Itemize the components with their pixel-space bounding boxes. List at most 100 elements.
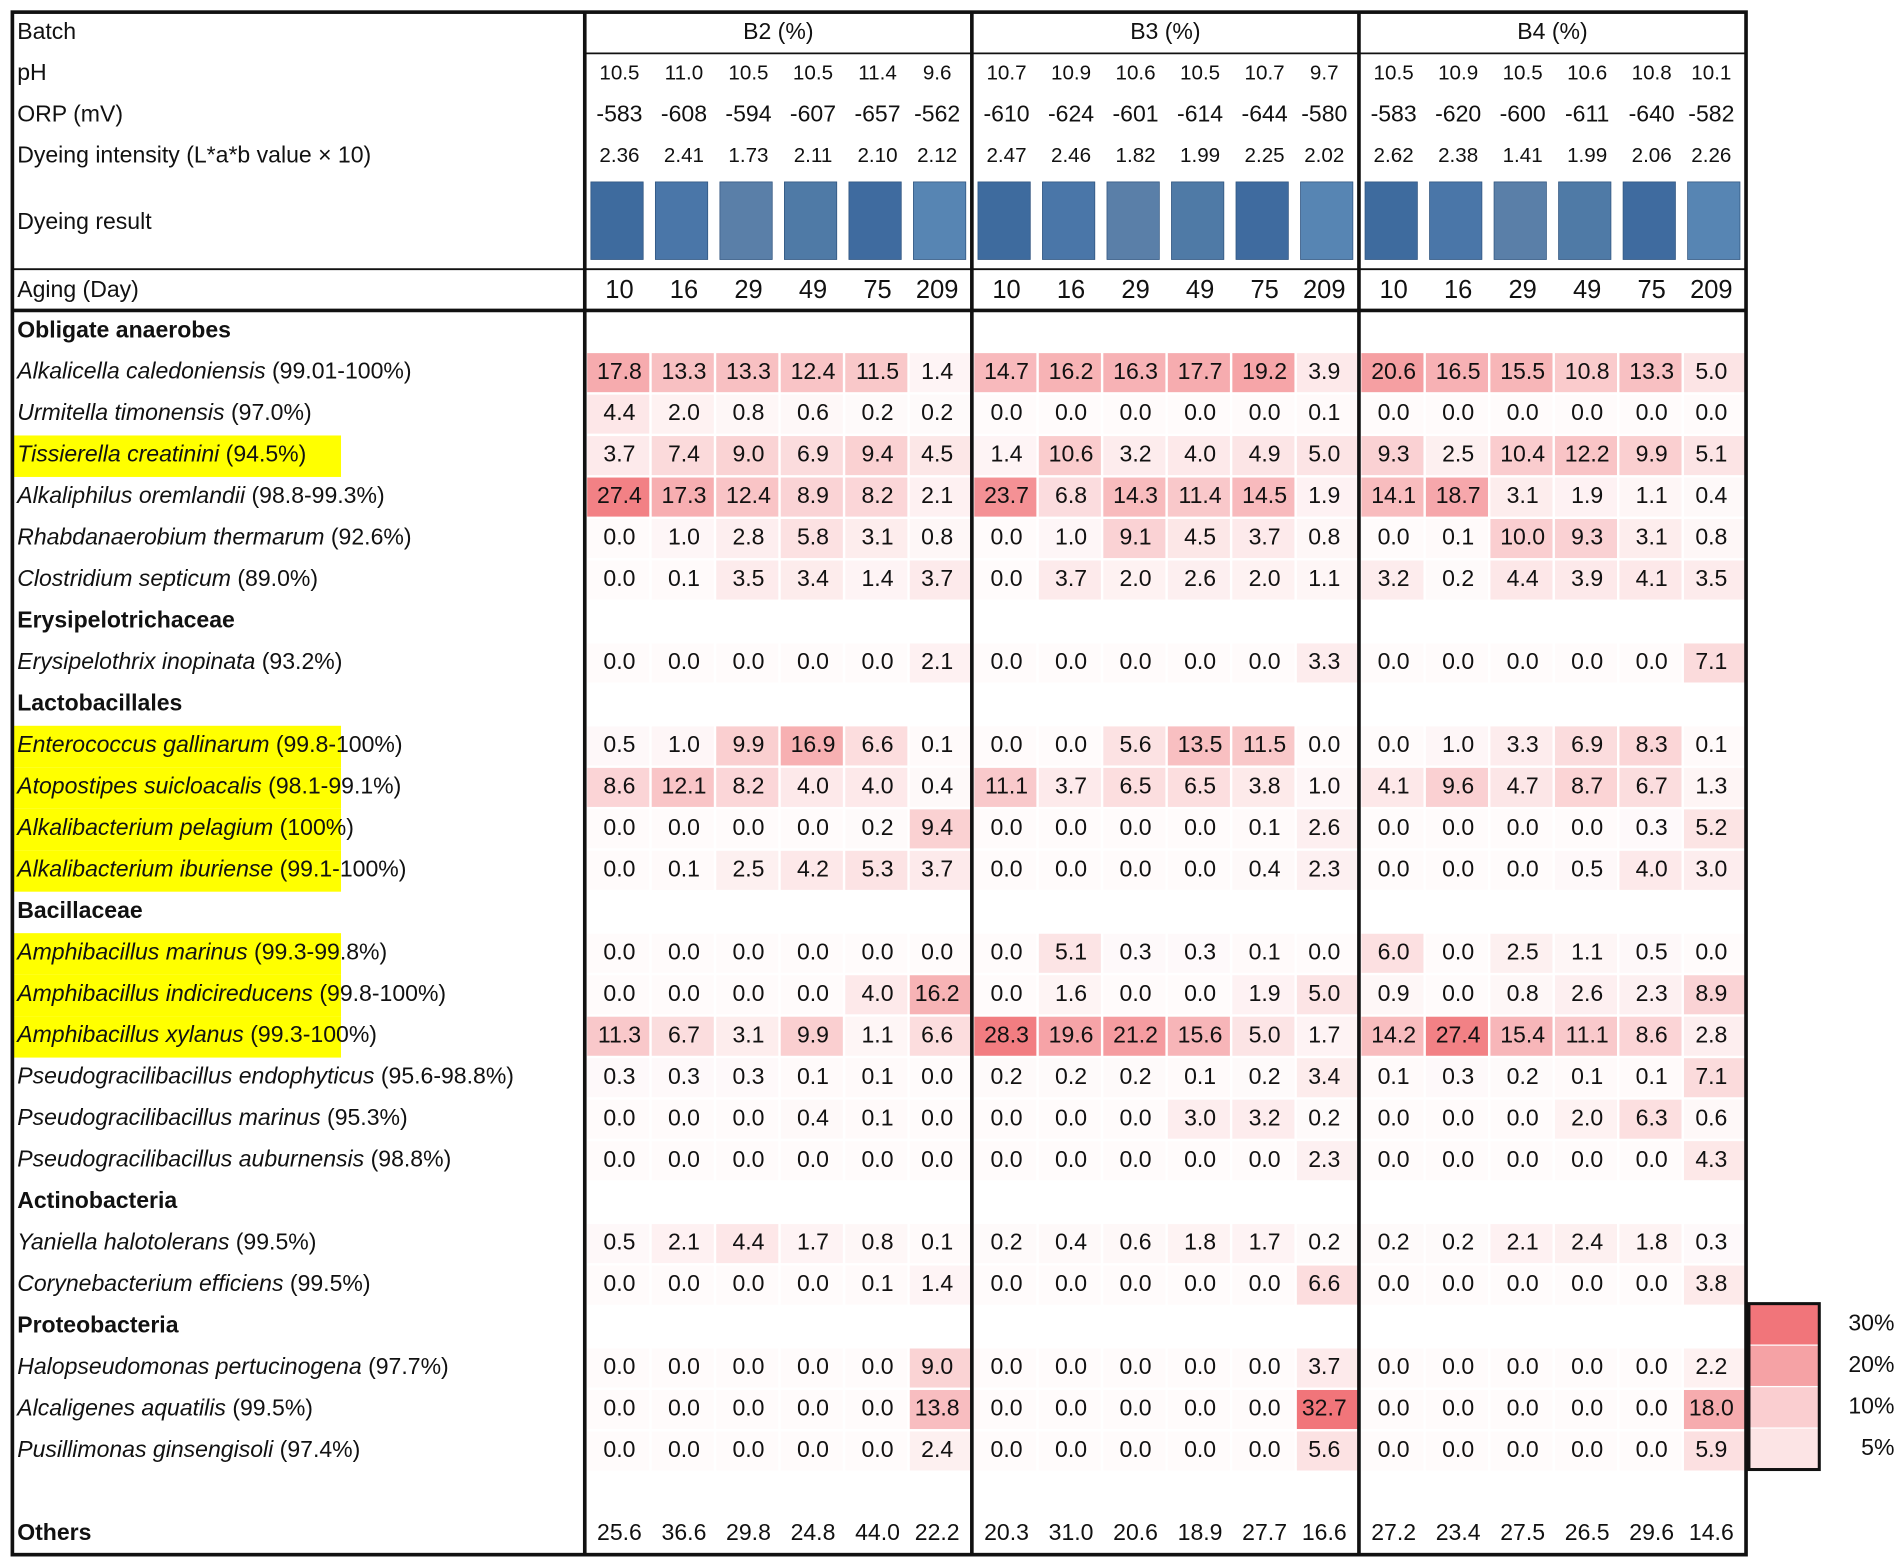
cell-value: 0.0 [732, 1104, 764, 1130]
heat-cell [1103, 1348, 1166, 1388]
heat-cell [845, 726, 908, 766]
cell-value: 3.5 [1695, 565, 1727, 591]
heat-cell [1232, 975, 1295, 1015]
cell-value: 4.0 [1184, 441, 1216, 467]
heat-cell [716, 1348, 779, 1388]
cell-value: 14.7 [984, 358, 1029, 384]
heat-cell [1554, 975, 1618, 1015]
heat-cell [1425, 726, 1488, 766]
species-identity: (89.0%) [237, 565, 318, 591]
species-identity: (99.01-100%) [272, 358, 412, 384]
cell-value: 0.1 [668, 855, 700, 881]
heat-cell [1232, 1058, 1295, 1098]
heat-cell [1619, 1431, 1682, 1471]
condition-value: 10.5 [1503, 61, 1543, 84]
cell-value: 0.0 [797, 1146, 829, 1172]
heat-cell [1554, 353, 1618, 393]
heat-cell [780, 1016, 843, 1056]
cell-value: 8.2 [861, 482, 893, 508]
cell-value: 0.8 [921, 524, 953, 550]
legend-label: 5% [1861, 1434, 1894, 1460]
species-name: Atopostipes suicloacalis [15, 772, 262, 798]
heat-cell [1232, 560, 1295, 600]
aging-value: 209 [1303, 276, 1345, 304]
heat-cell [1554, 560, 1618, 600]
cell-value: 2.5 [1507, 938, 1539, 964]
heat-cell [974, 1016, 1037, 1056]
heat-cell [1103, 1431, 1166, 1471]
heat-cell [1038, 353, 1101, 393]
cell-value: 0.8 [1308, 524, 1340, 550]
cell-value: 1.3 [1695, 772, 1727, 798]
heat-cell [1296, 394, 1359, 434]
cell-value: 0.0 [1507, 814, 1539, 840]
species-label: Alcaligenes aquatilis (99.5%) [15, 1395, 313, 1421]
aging-value: 209 [916, 276, 958, 304]
heat-cell [1167, 975, 1230, 1015]
heat-cell [974, 1389, 1037, 1430]
heat-cell [651, 850, 714, 890]
cell-value: 0.0 [1184, 1270, 1216, 1296]
cell-value: 2.0 [1571, 1104, 1603, 1130]
cell-value: 0.0 [1442, 399, 1474, 425]
cell-value: 0.0 [1507, 648, 1539, 674]
cell-value: 0.0 [603, 1146, 635, 1172]
cell-value: 0.0 [991, 731, 1023, 757]
cell-value: 3.0 [1695, 855, 1727, 881]
cell-value: 11.1 [985, 772, 1028, 798]
heat-cell [587, 1016, 650, 1056]
cell-value: 0.0 [603, 814, 635, 840]
heat-cell [587, 726, 650, 766]
species-label: Atopostipes suicloacalis (98.1-99.1%) [15, 772, 401, 798]
heat-cell [909, 1141, 972, 1181]
cell-value: 0.0 [1184, 1353, 1216, 1379]
heat-cell [1554, 1099, 1618, 1139]
cell-value: 0.0 [1055, 814, 1087, 840]
heat-cell [974, 933, 1037, 973]
heat-cell [1619, 477, 1682, 517]
condition-value: 2.26 [1691, 144, 1731, 167]
cell-value: 1.1 [1308, 565, 1340, 591]
cell-value: 0.3 [1120, 938, 1152, 964]
heat-cell [1554, 726, 1618, 766]
cell-value: 12.1 [662, 772, 707, 798]
condition-value: -620 [1435, 100, 1481, 126]
cell-value: 0.0 [1249, 399, 1281, 425]
aging-value: 16 [670, 276, 698, 304]
heat-cell [845, 1224, 908, 1264]
heat-cell [845, 477, 908, 517]
condition-value: -607 [790, 100, 836, 126]
cell-value: 3.7 [921, 565, 953, 591]
cell-value: 0.2 [861, 399, 893, 425]
cell-value: 1.1 [861, 1021, 893, 1047]
row-label: Aging (Day) [17, 276, 139, 302]
heat-cell [909, 850, 972, 890]
aging-value: 29 [1509, 276, 1537, 304]
heat-cell [1425, 560, 1488, 600]
heat-cell [1361, 809, 1424, 849]
heat-cell [974, 1141, 1037, 1181]
cell-value: 1.4 [991, 441, 1023, 467]
cell-value: 0.0 [1571, 648, 1603, 674]
heat-cell [1683, 1141, 1747, 1181]
cell-value: 3.3 [1308, 648, 1340, 674]
species-name: Halopseudomonas pertucinogena [17, 1353, 362, 1379]
heat-cell [1361, 1431, 1424, 1471]
cell-value: 0.0 [1378, 1146, 1410, 1172]
heat-cell [780, 1265, 843, 1305]
aging-value: 49 [799, 276, 827, 304]
cell-value: 0.3 [603, 1063, 635, 1089]
cell-value: 0.0 [1055, 855, 1087, 881]
cell-value: 0.8 [861, 1229, 893, 1255]
heat-cell [1038, 975, 1101, 1015]
cell-value: 19.6 [1049, 1021, 1094, 1047]
cell-value: 0.0 [732, 938, 764, 964]
cell-value: 2.4 [1571, 1229, 1603, 1255]
heat-cell [1490, 975, 1553, 1015]
cell-value: 16.9 [791, 731, 836, 757]
heat-cell [780, 850, 843, 890]
cell-value: 0.2 [861, 814, 893, 840]
heat-cell [1425, 933, 1488, 973]
heat-cell [1490, 643, 1553, 683]
heat-cell [1296, 1265, 1359, 1305]
